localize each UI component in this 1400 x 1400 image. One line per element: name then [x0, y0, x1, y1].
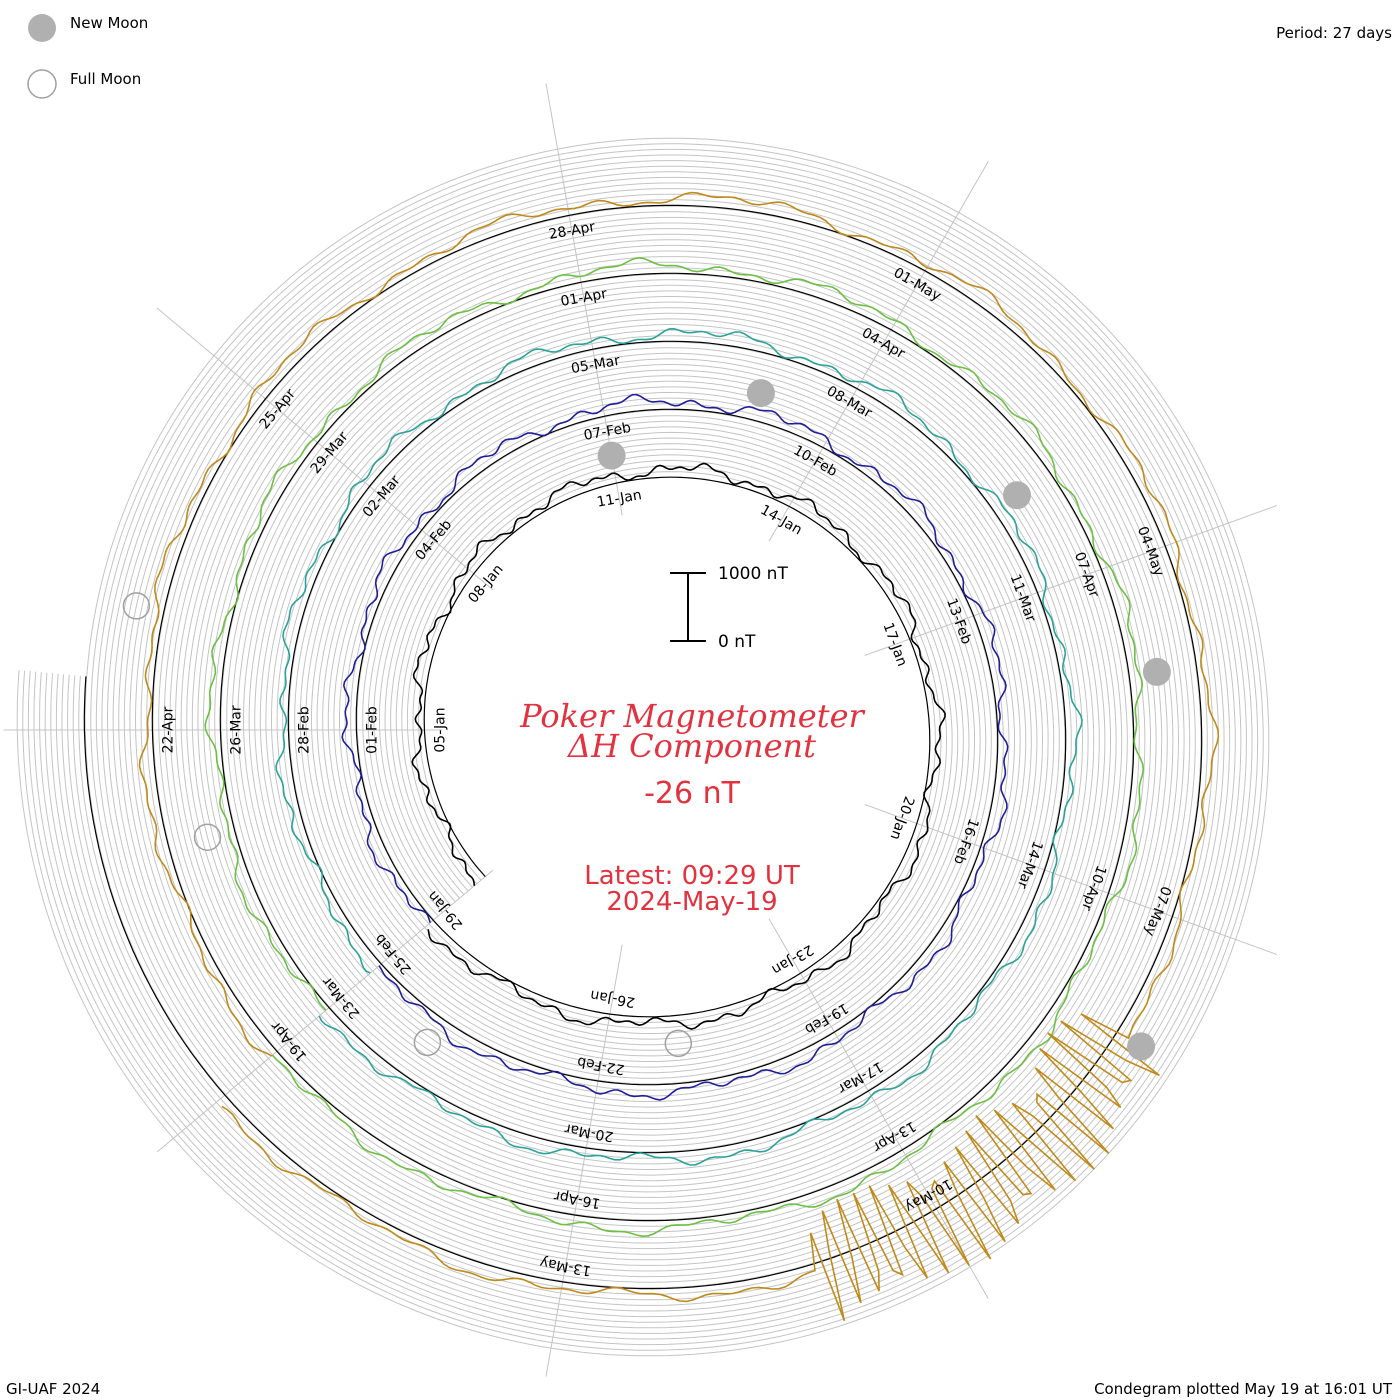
- date-label: 11-Jan: [596, 487, 643, 511]
- grid-radial-spoke: [864, 804, 1278, 956]
- grid-spiral-line: [33, 154, 1253, 1340]
- date-label: 28-Apr: [548, 219, 597, 243]
- grid-spiral-line: [22, 143, 1264, 1351]
- grid-spiral-line: [67, 188, 1220, 1306]
- date-label: 13-Apr: [870, 1117, 919, 1154]
- scale-bar: 1000 nT 0 nT: [670, 564, 788, 652]
- grid-spiral-line: [16, 137, 1270, 1357]
- full-moon-marker: [413, 1028, 442, 1057]
- grid-radial-spoke: [768, 161, 989, 542]
- date-label: 22-Feb: [576, 1053, 626, 1077]
- new-moon-marker: [1142, 657, 1171, 686]
- full-moon-marker: [664, 1029, 693, 1058]
- footer-left-credit: GI-UAF 2024: [6, 1380, 100, 1398]
- date-label: 13-May: [539, 1254, 593, 1279]
- grid-radial-spoke: [156, 869, 494, 1153]
- date-label: 29-Mar: [308, 429, 352, 477]
- series-layer: [138, 191, 1220, 1322]
- full-moon-marker: [122, 592, 151, 620]
- date-label: 23-Jan: [769, 941, 816, 977]
- grid-spiral-line: [55, 176, 1231, 1318]
- chart-title: Poker Magnetometer: [519, 697, 865, 735]
- full-moon-legend-icon: [27, 69, 57, 99]
- new-moon-marker: [1127, 1032, 1156, 1061]
- date-label: 26-Jan: [589, 986, 636, 1010]
- date-label: 04-May: [1134, 524, 1167, 578]
- grid-spiral-line: [50, 171, 1236, 1323]
- date-label: 07-Apr: [1071, 550, 1102, 600]
- date-label: 25-Feb: [372, 930, 415, 977]
- date-label: 28-Feb: [296, 706, 312, 754]
- grid-radial-spoke: [156, 307, 494, 591]
- grid-spiral-line: [61, 182, 1225, 1312]
- date-label: 14-Jan: [758, 502, 805, 538]
- full-moon-legend-label: Full Moon: [70, 70, 141, 88]
- new-moon-legend-icon: [28, 14, 56, 42]
- date-label: 05-Mar: [570, 353, 622, 377]
- date-label: 19-Feb: [802, 999, 851, 1037]
- new-moon-legend-label: New Moon: [70, 14, 148, 32]
- polar-grid: [3, 83, 1278, 1377]
- date-label: 23-Mar: [319, 973, 363, 1021]
- grid-spiral-line: [72, 193, 1214, 1301]
- footer-right-plotted: Condegram plotted May 19 at 16:01 UT: [1094, 1380, 1393, 1398]
- date-label: 07-May: [1141, 884, 1174, 938]
- date-label: 26-Mar: [228, 705, 244, 755]
- date-label: 05-Jan: [432, 707, 448, 752]
- new-moon-marker: [1003, 481, 1031, 510]
- date-label: 01-Apr: [559, 286, 608, 310]
- new-moon-marker: [597, 441, 626, 470]
- grid-radial-spoke: [545, 944, 623, 1377]
- data-series-rotation-2: [341, 393, 1009, 1101]
- date-label: 01-Feb: [364, 706, 380, 754]
- date-label: 16-Apr: [553, 1187, 602, 1211]
- data-series-rotation-5: [138, 191, 1220, 1322]
- date-label: 22-Apr: [160, 706, 176, 753]
- new-moon-marker: [746, 379, 775, 408]
- date-label: 14-Mar: [1014, 839, 1046, 891]
- data-series-rotation-1: [411, 462, 946, 1030]
- date-label: 13-Feb: [943, 596, 974, 646]
- date-label: 20-Mar: [563, 1120, 615, 1144]
- scale-top-label: 1000 nT: [718, 564, 788, 584]
- moon-markers: [122, 379, 1171, 1061]
- grid-radial-spoke: [864, 504, 1278, 656]
- latest-time: Latest: 09:29 UT: [584, 861, 800, 891]
- data-series-rotation-3: [275, 327, 1083, 1166]
- date-label: 08-Mar: [824, 383, 875, 422]
- chart-subtitle: ΔH Component: [566, 727, 816, 765]
- grid-spiral-line: [27, 148, 1259, 1346]
- period-text: Period: 27 days: [1276, 24, 1392, 42]
- current-value: -26 nT: [644, 776, 741, 811]
- scale-bottom-label: 0 nT: [718, 632, 756, 652]
- date-label: 04-Apr: [859, 325, 908, 362]
- data-series-rotation-4: [204, 256, 1145, 1238]
- date-label: 07-Feb: [583, 420, 633, 444]
- date-label: 02-Mar: [360, 472, 404, 520]
- baseline-spiral: [83, 204, 1203, 1290]
- latest-date: 2024-May-19: [606, 887, 777, 917]
- date-label: 11-Mar: [1007, 572, 1039, 624]
- grid-spiral-line: [39, 160, 1247, 1334]
- full-moon-marker: [193, 823, 222, 851]
